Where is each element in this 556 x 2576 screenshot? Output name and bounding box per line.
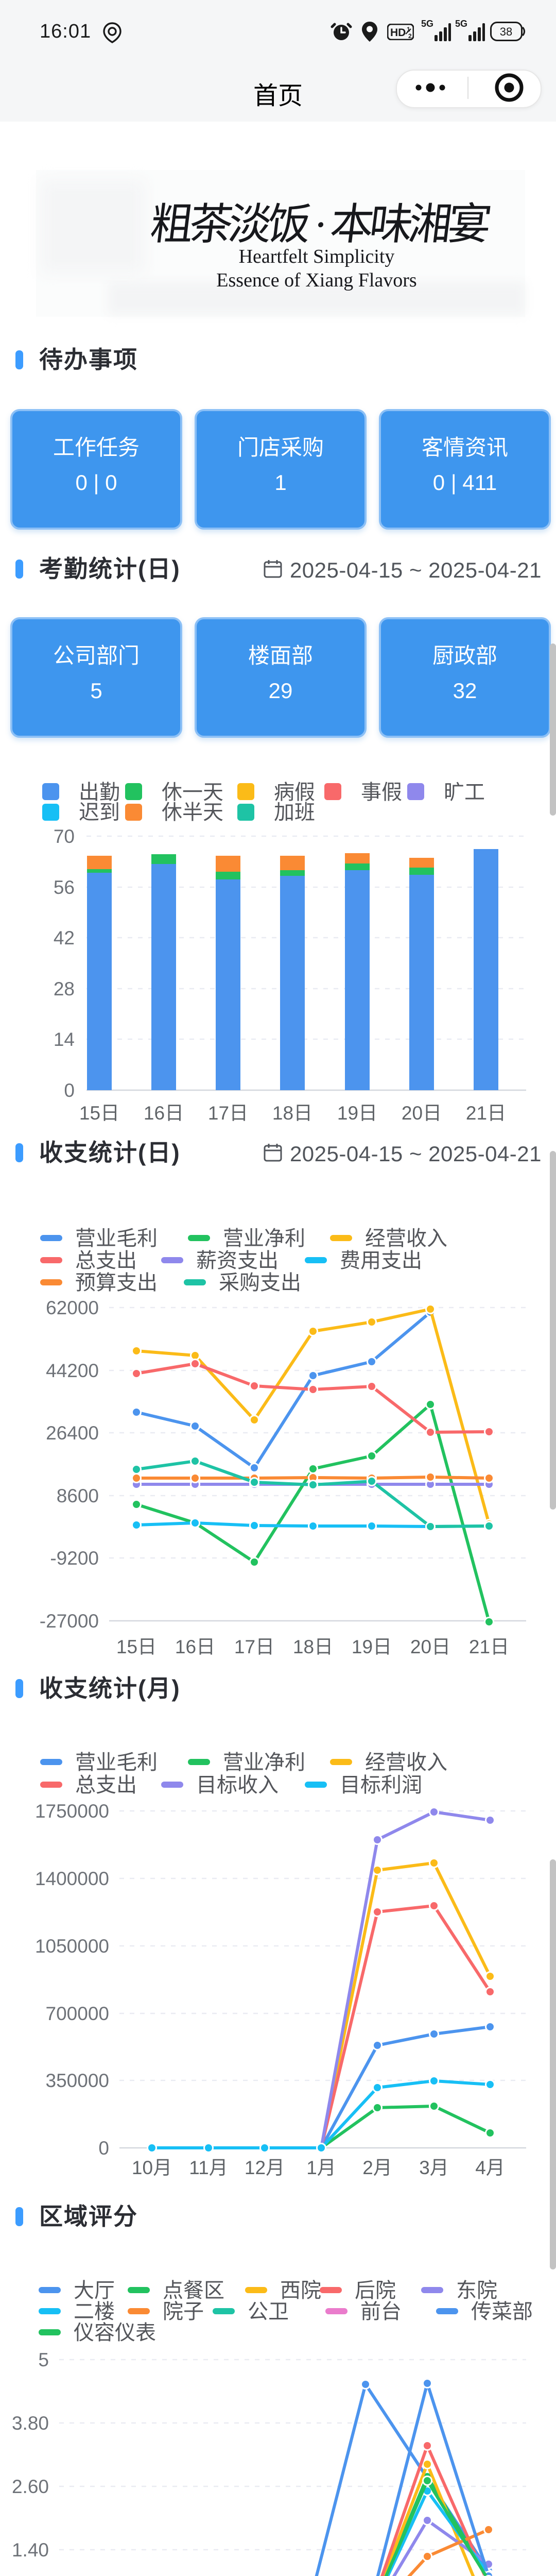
svg-text:营业毛利: 营业毛利: [75, 1751, 158, 1774]
svg-text:42: 42: [54, 927, 75, 948]
svg-text:3月: 3月: [419, 2157, 449, 2178]
svg-text:旷工: 旷工: [444, 781, 485, 804]
svg-text:公卫: 公卫: [248, 2300, 289, 2323]
svg-text:20日: 20日: [402, 1103, 442, 1124]
svg-text:2: 2: [408, 32, 412, 40]
svg-text:HD: HD: [390, 27, 406, 39]
svg-text:1400000: 1400000: [35, 1868, 109, 1889]
svg-text:后院: 后院: [355, 2279, 396, 2302]
svg-text:70: 70: [54, 826, 75, 847]
svg-text:采购支出: 采购支出: [219, 1272, 301, 1294]
svg-text:1: 1: [407, 26, 410, 33]
svg-text:2月: 2月: [362, 2157, 392, 2178]
svg-text:薪资支出: 薪资支出: [196, 1249, 279, 1272]
svg-text:350000: 350000: [46, 2070, 109, 2091]
svg-text:16日: 16日: [144, 1103, 184, 1124]
svg-text:营业净利: 营业净利: [223, 1751, 305, 1774]
svg-text:17日: 17日: [208, 1103, 248, 1124]
svg-text:1月: 1月: [306, 2157, 336, 2178]
svg-text:病假: 病假: [274, 781, 315, 804]
svg-text:56: 56: [54, 877, 75, 898]
svg-text:14: 14: [54, 1029, 75, 1050]
svg-text:出勤: 出勤: [79, 781, 120, 804]
svg-text:17日: 17日: [234, 1636, 274, 1657]
svg-text:-27000: -27000: [40, 1611, 99, 1632]
svg-text:28: 28: [54, 978, 75, 999]
svg-text:前台: 前台: [360, 2300, 402, 2323]
svg-text:3.80: 3.80: [12, 2413, 49, 2434]
svg-text:营业净利: 营业净利: [223, 1227, 305, 1250]
svg-text:经营收入: 经营收入: [365, 1227, 447, 1250]
svg-text:5: 5: [38, 2349, 49, 2370]
svg-text:二楼: 二楼: [74, 2300, 115, 2323]
svg-text:1050000: 1050000: [35, 1936, 109, 1957]
svg-text:18日: 18日: [293, 1636, 333, 1657]
svg-text:21日: 21日: [469, 1636, 509, 1657]
svg-text:1.40: 1.40: [12, 2539, 49, 2561]
svg-text:62000: 62000: [46, 1297, 99, 1318]
svg-text:11月: 11月: [189, 2157, 228, 2178]
svg-text:加班: 加班: [274, 801, 315, 824]
svg-text:10月: 10月: [132, 2157, 172, 2178]
svg-text:预算支出: 预算支出: [75, 1272, 158, 1294]
svg-text:26400: 26400: [46, 1422, 99, 1444]
svg-text:迟到: 迟到: [79, 801, 120, 824]
svg-text:18日: 18日: [272, 1103, 312, 1124]
svg-text:营业毛利: 营业毛利: [75, 1227, 158, 1250]
svg-text:1750000: 1750000: [35, 1801, 109, 1822]
svg-text:4月: 4月: [475, 2157, 505, 2178]
svg-text:事假: 事假: [361, 781, 402, 804]
svg-text:经营收入: 经营收入: [365, 1751, 447, 1774]
svg-text:15日: 15日: [79, 1103, 119, 1124]
svg-text:-9200: -9200: [50, 1548, 99, 1569]
svg-text:目标收入: 目标收入: [196, 1774, 279, 1797]
svg-text:19日: 19日: [352, 1636, 392, 1657]
svg-text:西院: 西院: [280, 2279, 321, 2302]
svg-text:总支出: 总支出: [75, 1774, 137, 1797]
svg-text:0: 0: [64, 1080, 75, 1101]
svg-text:38: 38: [500, 25, 512, 38]
svg-text:700000: 700000: [46, 2003, 109, 2024]
svg-text:5G: 5G: [455, 19, 467, 29]
svg-text:15日: 15日: [116, 1636, 157, 1657]
svg-text:20日: 20日: [410, 1636, 450, 1657]
svg-text:0: 0: [98, 2138, 109, 2159]
svg-text:5G: 5G: [421, 19, 433, 29]
svg-text:东院: 东院: [456, 2279, 497, 2302]
svg-text:8600: 8600: [57, 1485, 99, 1506]
svg-text:16日: 16日: [175, 1636, 215, 1657]
svg-text:2.60: 2.60: [12, 2476, 49, 2497]
svg-text:院子: 院子: [163, 2300, 204, 2323]
svg-text:21日: 21日: [466, 1103, 506, 1124]
svg-text:19日: 19日: [337, 1103, 377, 1124]
svg-text:44200: 44200: [46, 1360, 99, 1381]
svg-text:仪容仪表: 仪容仪表: [74, 2321, 156, 2344]
svg-text:休半天: 休半天: [162, 801, 223, 824]
svg-text:点餐区: 点餐区: [163, 2279, 224, 2302]
svg-text:费用支出: 费用支出: [340, 1249, 422, 1272]
svg-text:传菜部: 传菜部: [471, 2300, 533, 2323]
svg-text:总支出: 总支出: [75, 1249, 137, 1272]
svg-text:休一天: 休一天: [162, 781, 223, 804]
svg-text:大厅: 大厅: [74, 2279, 115, 2302]
svg-text:目标利润: 目标利润: [340, 1774, 422, 1797]
svg-text:12月: 12月: [245, 2157, 285, 2178]
